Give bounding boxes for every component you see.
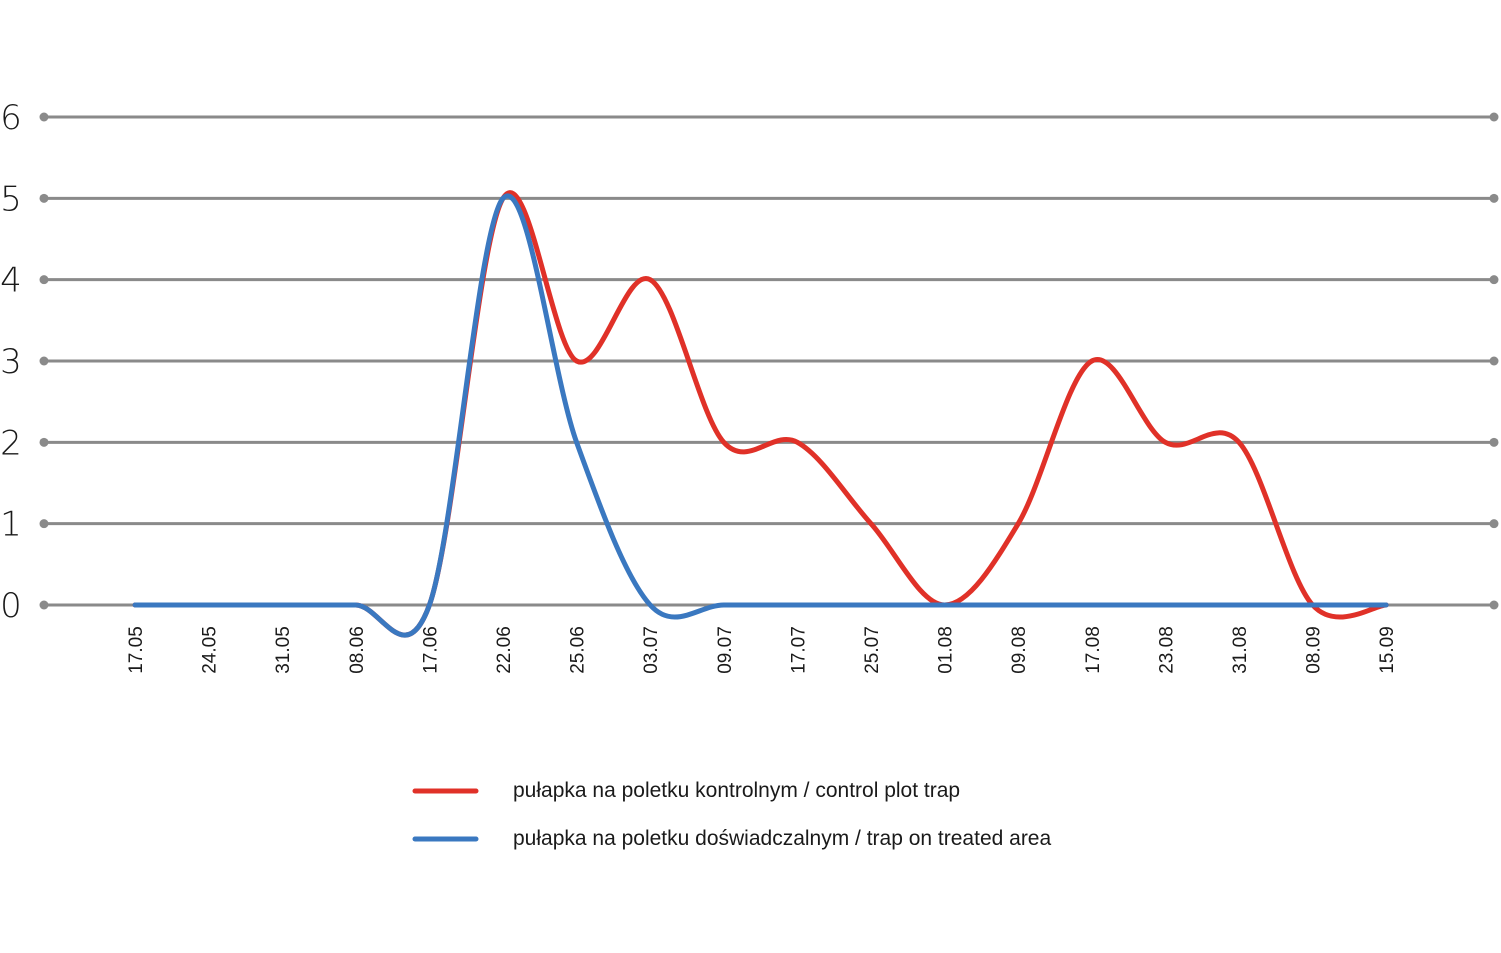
x-axis-ticks: 17.05 24.05 31.05 08.06 17.06 22.06 25.06 03.07… bbox=[126, 626, 1398, 674]
x-tick-label: 01.08 bbox=[936, 626, 957, 674]
y-tick-label: 3 bbox=[0, 342, 22, 382]
series-line-2 bbox=[132, 193, 1389, 638]
y-tick-label: 4 bbox=[0, 261, 22, 301]
gridline-dot bbox=[39, 275, 49, 285]
gridline-dot bbox=[1489, 275, 1499, 285]
gridline-dot bbox=[39, 193, 49, 203]
gridline-dot bbox=[1489, 356, 1499, 366]
x-tick-label: 24.05 bbox=[200, 626, 221, 674]
x-tick-label: 08.06 bbox=[347, 626, 368, 674]
gridline-dot bbox=[1489, 437, 1499, 447]
y-axis-ticks: 0 1 2 3 4 5 6 bbox=[0, 98, 22, 626]
x-tick-label: 17.05 bbox=[126, 626, 147, 674]
legend: pułapka na poletku kontrolnym / control … bbox=[412, 779, 1051, 850]
x-tick-label: 23.08 bbox=[1156, 626, 1177, 674]
legend-label-1: pułapka na poletku kontrolnym / control … bbox=[513, 779, 960, 802]
gridlines bbox=[39, 112, 1499, 610]
x-tick-label: 09.07 bbox=[715, 626, 736, 674]
gridline-dot bbox=[1489, 112, 1499, 122]
x-tick-label: 09.08 bbox=[1009, 626, 1030, 674]
x-tick-label: 17.06 bbox=[420, 626, 441, 674]
gridline-dot bbox=[1489, 193, 1499, 203]
x-tick-label: 25.06 bbox=[568, 626, 589, 674]
x-tick-label: 08.09 bbox=[1304, 626, 1325, 674]
x-tick-label: 22.06 bbox=[494, 626, 515, 674]
series-line-1 bbox=[132, 190, 1389, 638]
x-tick-label: 03.07 bbox=[641, 626, 662, 674]
x-tick-label: 31.05 bbox=[273, 626, 294, 674]
x-tick-label: 31.08 bbox=[1230, 626, 1251, 674]
gridline-dot bbox=[1489, 600, 1499, 610]
gridline-dot bbox=[39, 437, 49, 447]
series-lines bbox=[132, 190, 1389, 638]
gridline-dot bbox=[39, 112, 49, 122]
gridline-dot bbox=[39, 519, 49, 529]
y-tick-label: 6 bbox=[0, 98, 22, 138]
x-tick-label: 25.07 bbox=[862, 626, 883, 674]
y-tick-label: 1 bbox=[0, 505, 22, 545]
x-tick-label: 17.08 bbox=[1083, 626, 1104, 674]
x-tick-label: 15.09 bbox=[1377, 626, 1398, 674]
gridline-dot bbox=[1489, 519, 1499, 529]
gridline-dot bbox=[39, 600, 49, 610]
x-tick-label: 17.07 bbox=[788, 626, 809, 674]
legend-label-2: pułapka na poletku doświadczalnym / trap… bbox=[513, 827, 1051, 850]
y-tick-label: 0 bbox=[0, 586, 22, 626]
gridline-dot bbox=[39, 356, 49, 366]
y-tick-label: 5 bbox=[0, 179, 22, 219]
y-tick-label: 2 bbox=[0, 423, 22, 463]
